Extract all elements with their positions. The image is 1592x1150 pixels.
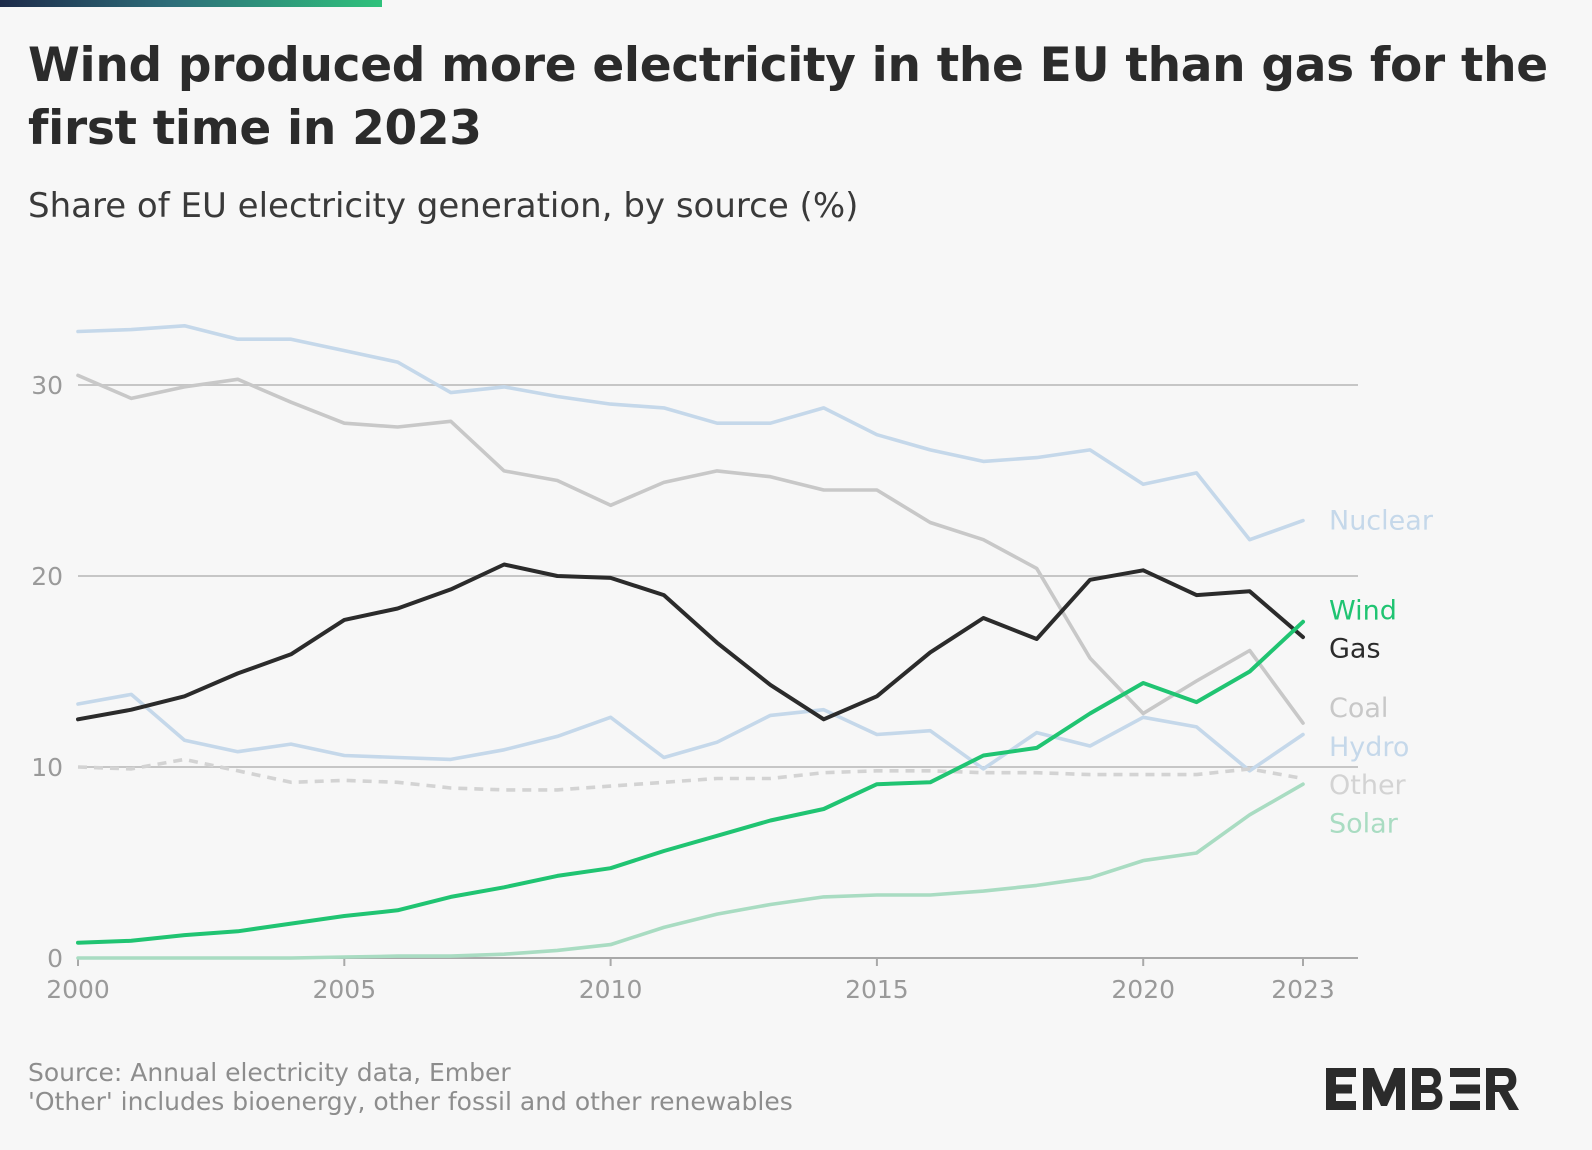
- y-tick-label: 0: [47, 944, 63, 973]
- label-hydro: Hydro: [1329, 732, 1409, 763]
- label-other: Other: [1329, 770, 1407, 801]
- ember-logo[interactable]: [1326, 1066, 1536, 1116]
- y-tick-label: 20: [31, 562, 63, 591]
- gridlines: [78, 384, 1358, 768]
- label-coal: Coal: [1329, 693, 1388, 724]
- series-gas: [76, 562, 1305, 722]
- chart-subtitle: Share of EU electricity generation, by s…: [28, 186, 859, 226]
- series-hydro: [76, 692, 1305, 773]
- chart-footer: Source: Annual electricity data, Ember '…: [28, 1058, 793, 1116]
- label-solar: Solar: [1329, 808, 1399, 839]
- other-note: 'Other' includes bioenergy, other fossil…: [28, 1087, 793, 1116]
- source-note: Source: Annual electricity data, Ember: [28, 1058, 511, 1087]
- series-nuclear: [76, 323, 1305, 542]
- label-gas: Gas: [1329, 634, 1381, 665]
- x-axis: 2000 2005 2010 2015 2020 2023: [46, 957, 1358, 1004]
- top-accent-bar: [0, 0, 382, 7]
- x-tick-label: 2000: [46, 975, 110, 1004]
- line-chart: 0 10 20 30 2000 2005 2010 2015 2020 2023 Nuclear…: [31, 323, 1434, 1004]
- y-tick-label: 10: [31, 753, 63, 782]
- chart-title: Wind produced more electricity in the EU…: [28, 38, 1548, 156]
- y-tick-label: 30: [31, 371, 63, 400]
- series-coal: [76, 373, 1305, 725]
- x-tick-label: 2020: [1111, 975, 1175, 1004]
- series-lines: [76, 323, 1305, 960]
- series-solar: [76, 782, 1305, 960]
- x-tick-label: 2010: [579, 975, 643, 1004]
- x-tick-label: 2023: [1271, 975, 1335, 1004]
- series-wind: [76, 619, 1305, 945]
- x-tick-label: 2005: [312, 975, 376, 1004]
- ember-logo-mark: [1326, 1068, 1519, 1110]
- x-tick-label: 2015: [845, 975, 909, 1004]
- series-other: [77, 757, 1304, 792]
- label-wind: Wind: [1329, 595, 1397, 626]
- label-nuclear: Nuclear: [1329, 506, 1434, 537]
- y-axis-ticks: 0 10 20 30: [31, 371, 63, 973]
- series-labels: Nuclear Wind Gas Coal Hydro Other Solar: [1329, 506, 1434, 840]
